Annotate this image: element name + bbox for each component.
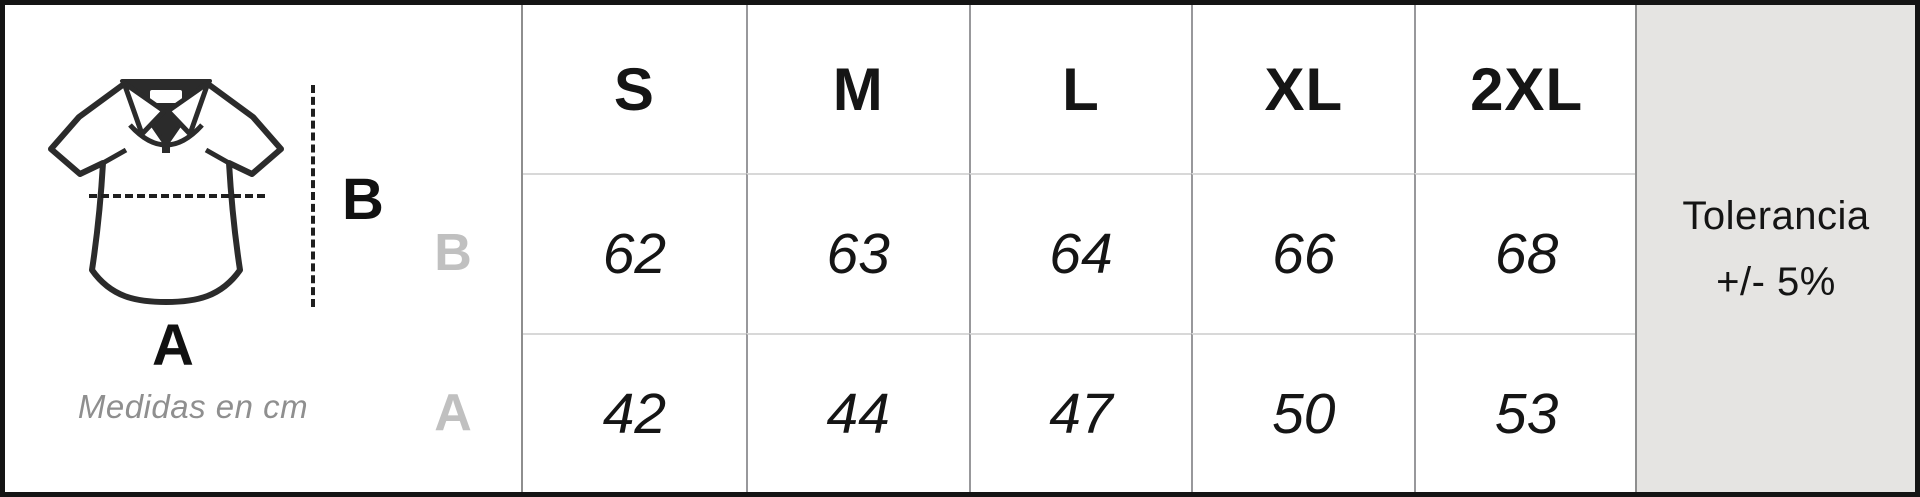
size-header-m: M (745, 5, 969, 173)
units-caption: Medidas en cm (77, 388, 309, 425)
tolerance-panel: Tolerancia +/- 5% (1635, 5, 1915, 492)
value-b-s: 62 (523, 173, 746, 333)
height-measure-dashed-line (311, 85, 315, 307)
value-a-l: 47 (968, 333, 1192, 492)
value-b-xl: 66 (1191, 173, 1415, 333)
value-b-2xl: 68 (1414, 173, 1637, 333)
row-key-a: A (434, 383, 472, 442)
value-b-l: 64 (968, 173, 1192, 333)
width-measure-dashed-line (89, 194, 265, 198)
tolerance-value: +/- 5% (1716, 259, 1836, 304)
size-table-grid: S M L XL 2XL 62 63 64 66 68 42 44 47 50 … (521, 5, 1637, 492)
value-a-xl: 50 (1191, 333, 1415, 492)
diagram-height-label: B (342, 167, 384, 232)
size-header-l: L (968, 5, 1192, 173)
size-header-xl: XL (1191, 5, 1414, 173)
row-key-b: B (434, 224, 472, 282)
size-header-s: S (613, 55, 655, 123)
diagram-width-label: A (152, 313, 194, 378)
value-b-m: 63 (745, 173, 969, 333)
value-a-2xl: 53 (1414, 333, 1637, 492)
polo-shirt-icon (48, 79, 284, 305)
value-a-m: 44 (745, 333, 969, 492)
measurement-diagram-panel: B A Medidas en cm B A (5, 5, 521, 492)
value-a-s: 42 (523, 333, 746, 492)
size-header-2xl: 2XL (1414, 5, 1637, 173)
tolerance-title: Tolerancia (1682, 193, 1870, 238)
